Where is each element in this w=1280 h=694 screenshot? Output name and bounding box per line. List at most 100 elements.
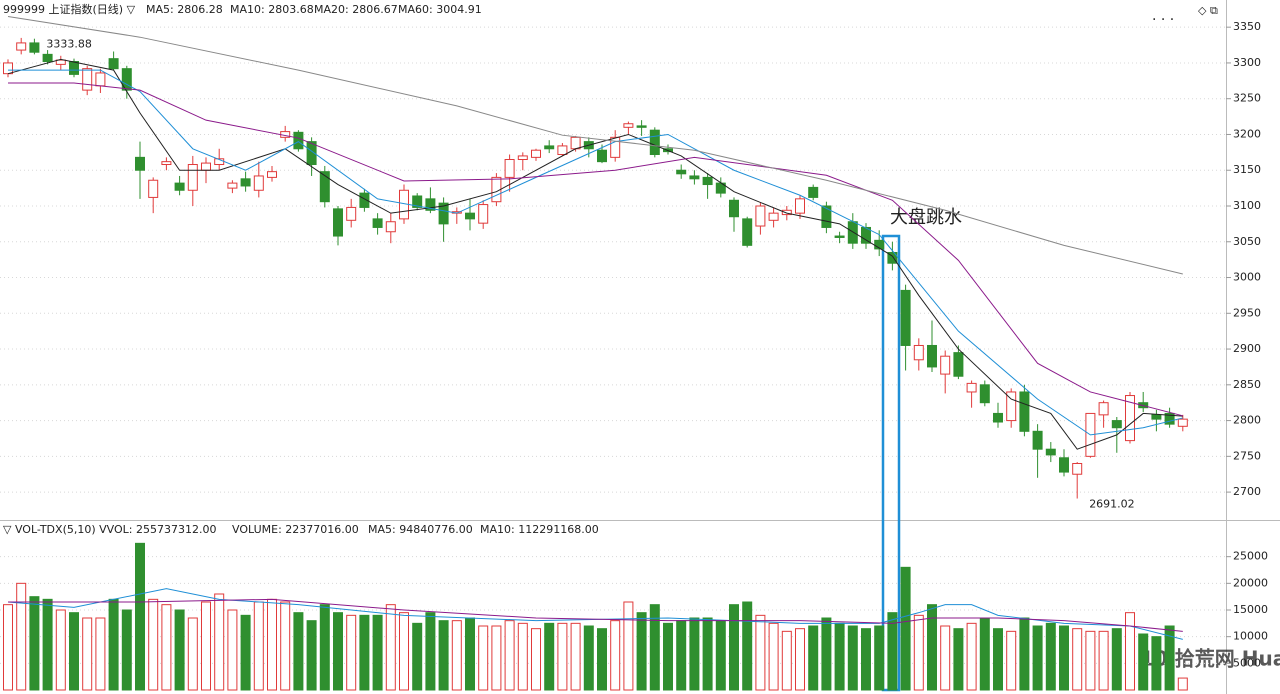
candle-body bbox=[610, 136, 621, 158]
candle-body bbox=[385, 221, 396, 233]
volume-bar bbox=[729, 604, 739, 691]
candle-body bbox=[517, 155, 528, 161]
volume-bar bbox=[504, 620, 515, 691]
candle-body bbox=[1151, 414, 1162, 420]
candle-body bbox=[1125, 395, 1135, 442]
volume-bar bbox=[979, 617, 990, 691]
volume-bar bbox=[491, 625, 502, 691]
candle-body bbox=[940, 355, 951, 375]
volume-bar bbox=[240, 614, 251, 691]
volume-bar bbox=[715, 620, 726, 691]
candle-body bbox=[1098, 402, 1109, 416]
y-tick-label: 2700 bbox=[1233, 485, 1261, 498]
volume-bar bbox=[597, 628, 607, 691]
candle-body bbox=[253, 175, 264, 191]
candle-body bbox=[861, 226, 871, 244]
candle-body bbox=[69, 61, 79, 75]
volume-bar bbox=[768, 622, 779, 691]
candle-body bbox=[557, 145, 568, 155]
candle-body bbox=[636, 125, 647, 128]
candle-body bbox=[821, 205, 832, 228]
volume-bar bbox=[95, 617, 106, 691]
volume-bar bbox=[135, 542, 145, 691]
y-tick-label: 3000 bbox=[1233, 271, 1261, 284]
volume-bar bbox=[900, 566, 911, 691]
y-tick-label: 10000 bbox=[1233, 630, 1268, 643]
candle-body bbox=[267, 171, 277, 178]
candle-body bbox=[597, 149, 607, 163]
volume-bar bbox=[227, 609, 238, 691]
candle-body bbox=[874, 239, 885, 250]
volume-bar bbox=[108, 598, 119, 691]
volume-bar bbox=[1006, 630, 1017, 691]
candle-body bbox=[333, 208, 343, 237]
volume-bar bbox=[1151, 636, 1162, 691]
volume-bar bbox=[676, 620, 687, 691]
volume-bar bbox=[1164, 625, 1175, 691]
volume-title: ▽ VOL-TDX(5,10) VVOL: 255737312.00 bbox=[3, 523, 216, 536]
volume-bar bbox=[887, 612, 898, 691]
candle-body bbox=[993, 412, 1003, 423]
volume-bar bbox=[531, 628, 541, 691]
candle-body bbox=[478, 204, 489, 224]
volume-bar bbox=[253, 601, 264, 691]
candle-body bbox=[808, 186, 819, 198]
volume-bar bbox=[187, 617, 198, 691]
volume-bar bbox=[663, 622, 673, 691]
candle-body bbox=[187, 164, 198, 191]
volume-bar bbox=[1085, 630, 1096, 691]
candle-body bbox=[412, 195, 423, 208]
candle-body bbox=[346, 206, 357, 221]
candle-body bbox=[148, 179, 159, 198]
volume-bar bbox=[1072, 628, 1083, 691]
candle-body bbox=[1059, 457, 1069, 473]
candle-body bbox=[702, 176, 713, 186]
legend-entry: MA60: 3004.91 bbox=[398, 3, 482, 16]
y-tick-label: 2750 bbox=[1233, 449, 1261, 462]
volume-bar bbox=[148, 598, 159, 691]
candle-body bbox=[306, 141, 317, 166]
ma-line bbox=[8, 598, 1183, 632]
y-tick-label: 3350 bbox=[1233, 20, 1261, 33]
volume-bar bbox=[847, 625, 858, 691]
volume-bar bbox=[610, 620, 621, 691]
candle-body bbox=[689, 175, 700, 180]
candle-body bbox=[425, 198, 436, 211]
volume-bar bbox=[861, 628, 871, 691]
ma-line bbox=[8, 82, 1183, 417]
candle-body bbox=[201, 162, 211, 171]
y-tick-label: 3300 bbox=[1233, 56, 1261, 69]
candle-body bbox=[108, 58, 119, 70]
candle-body bbox=[768, 212, 779, 221]
volume-bar bbox=[346, 614, 357, 691]
candle-body bbox=[227, 182, 238, 189]
candle-body bbox=[834, 235, 845, 238]
volume-bar bbox=[359, 614, 370, 691]
volume-bar bbox=[372, 614, 383, 691]
volume-bar bbox=[1125, 612, 1135, 691]
window-icons[interactable]: ◇ ⧉ bbox=[1198, 4, 1218, 17]
candle-body bbox=[979, 384, 990, 404]
candle-body bbox=[781, 209, 792, 216]
y-tick-label: 3050 bbox=[1233, 235, 1261, 248]
volume-bar bbox=[174, 609, 185, 691]
candle-body bbox=[240, 178, 251, 187]
volume-bar bbox=[570, 622, 581, 691]
volume-bar bbox=[874, 625, 885, 691]
candle-body bbox=[913, 344, 924, 361]
legend-entry: MA20: 2806.67 bbox=[314, 3, 398, 16]
candle-body bbox=[82, 68, 93, 91]
volume-bar bbox=[201, 601, 211, 691]
candle-body bbox=[900, 289, 911, 346]
volume-bar bbox=[16, 582, 27, 691]
volume-bar bbox=[649, 604, 660, 691]
volume-bar bbox=[927, 604, 937, 691]
volume-bar bbox=[689, 617, 700, 691]
volume-bar bbox=[1059, 625, 1069, 691]
y-tick-label: 2950 bbox=[1233, 306, 1261, 319]
volume-bar bbox=[940, 625, 951, 691]
candle-body bbox=[676, 169, 687, 175]
y-tick-label: 3100 bbox=[1233, 199, 1261, 212]
candle-body bbox=[1019, 391, 1030, 432]
